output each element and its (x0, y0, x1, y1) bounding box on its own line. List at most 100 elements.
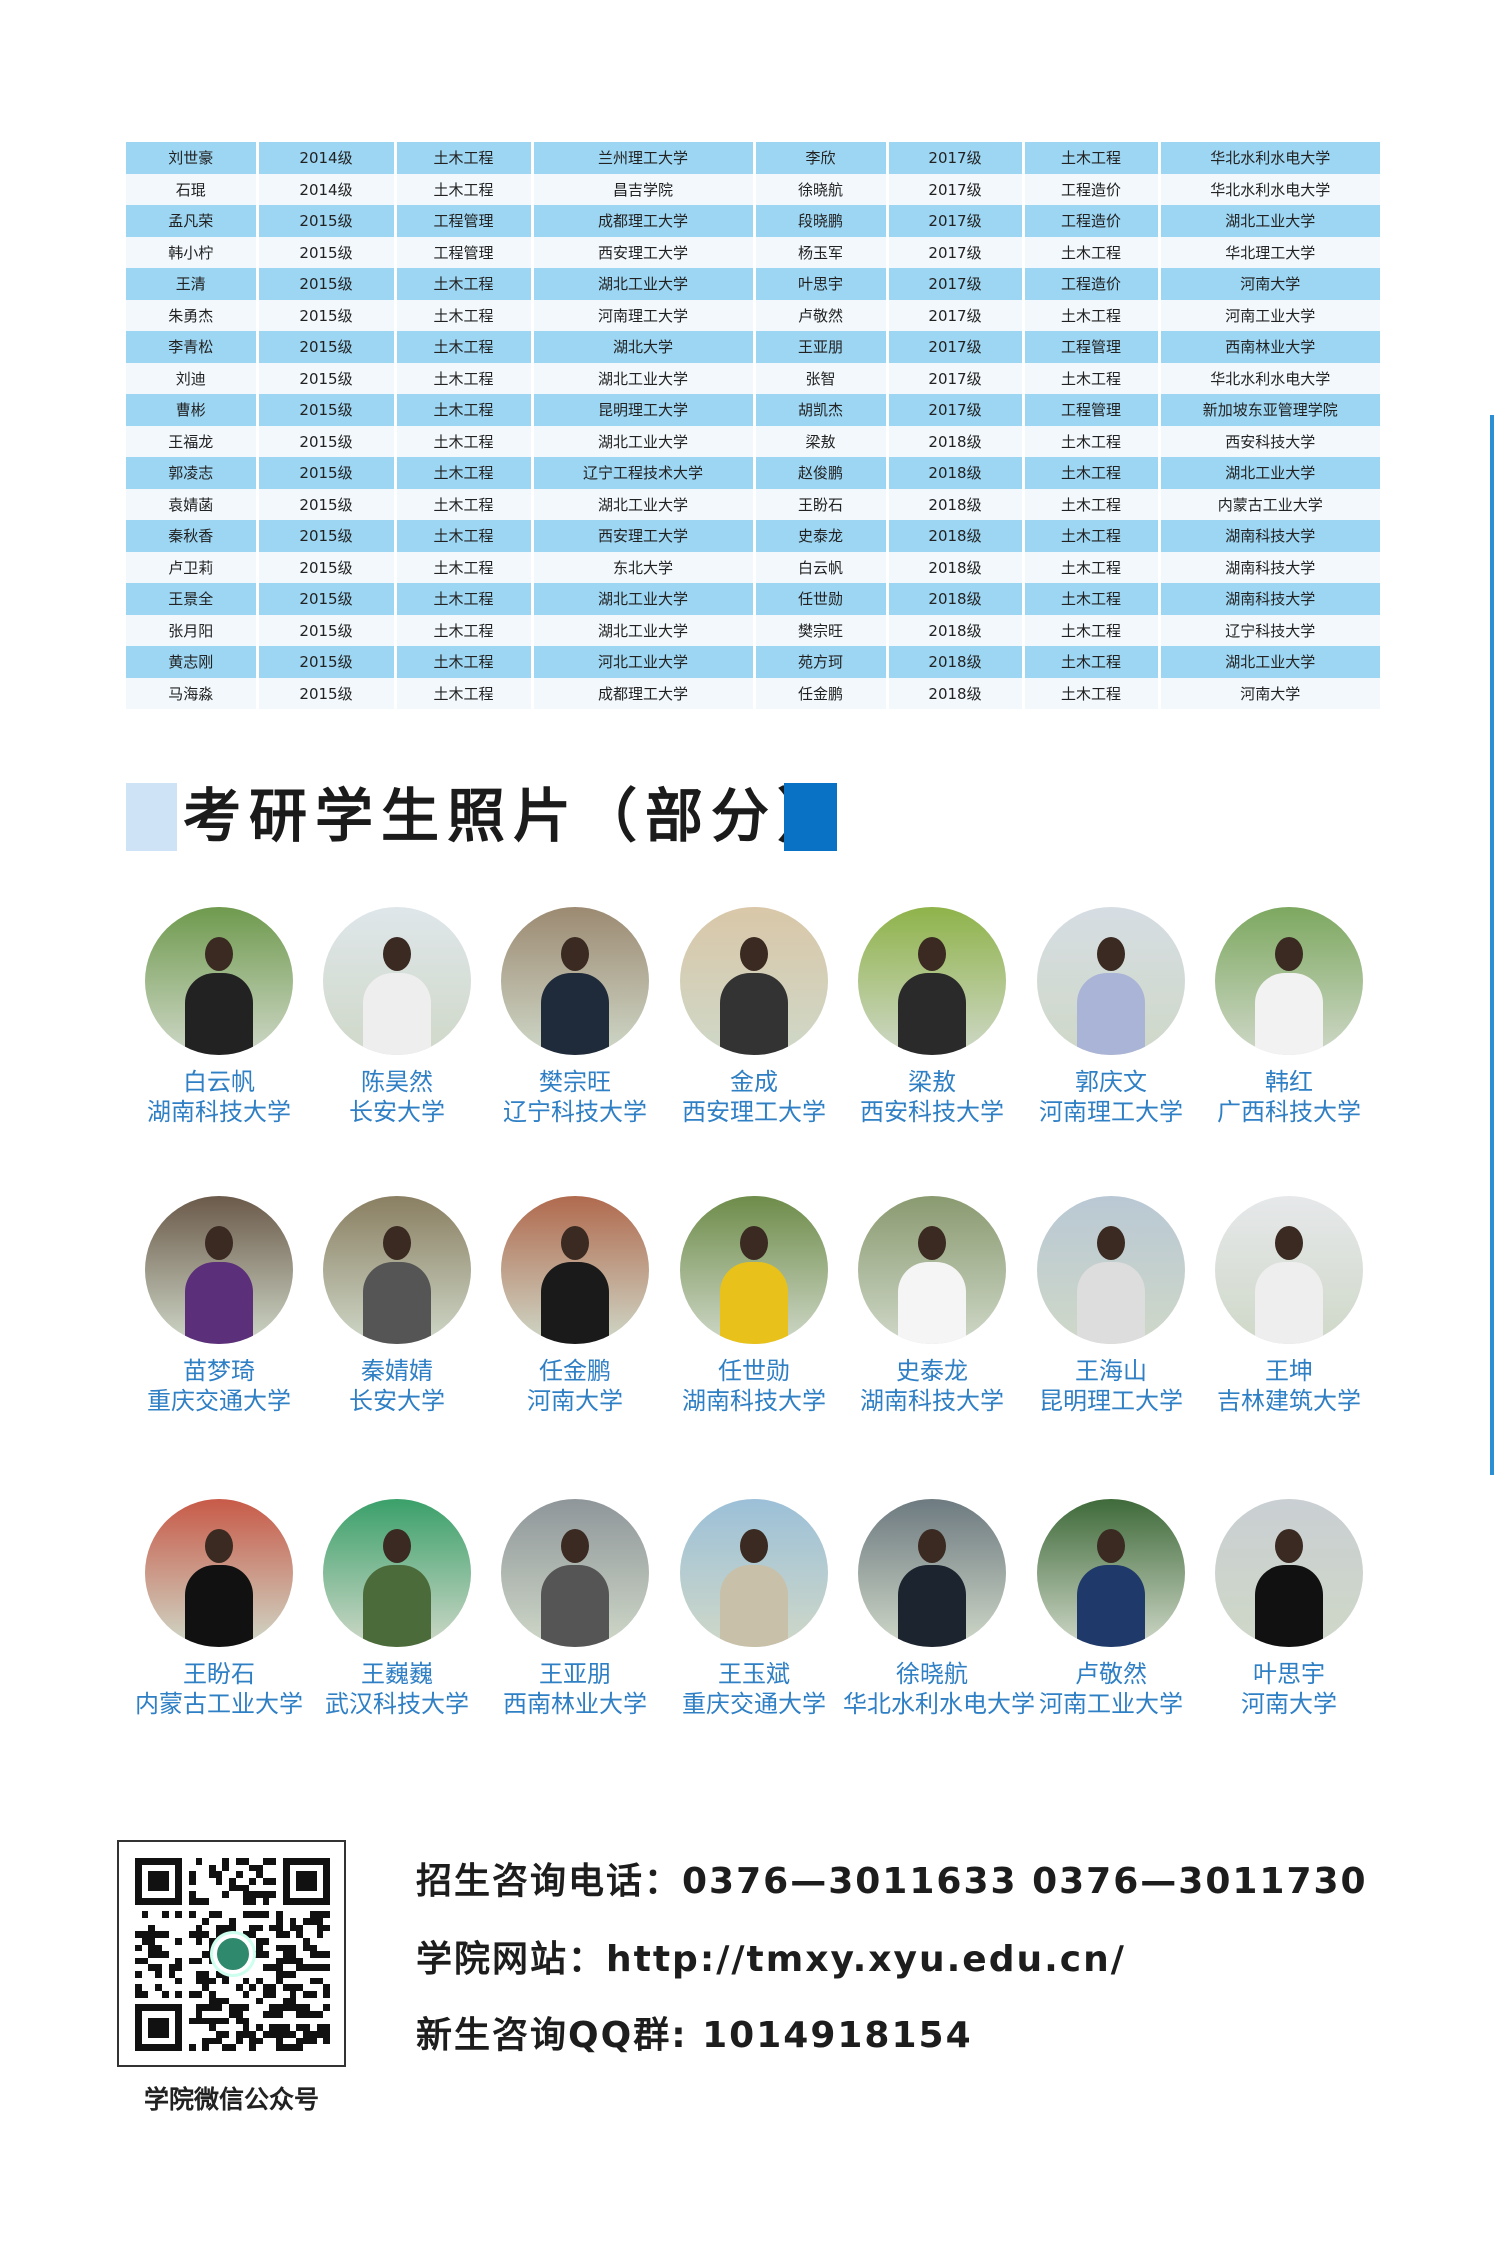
person-head-icon (1097, 1529, 1125, 1563)
table-cell: 赵俊鹏 (754, 457, 889, 489)
student-school: 长安大学 (349, 1098, 445, 1126)
table-cell: 史泰龙 (754, 520, 889, 552)
table-cell: 马海淼 (126, 677, 259, 709)
table-cell: 2018级 (887, 646, 1025, 678)
student-photo-card: 樊宗旺 辽宁科技大学 (486, 907, 664, 1127)
table-cell: 土木工程 (1023, 362, 1161, 394)
table-row: 曹彬 2015级 土木工程 昆明理工大学 胡凯杰 2017级 工程管理 新加坡东亚管理学院 (126, 394, 1380, 426)
person-head-icon (205, 1226, 233, 1260)
table-cell: 湖北工业大学 (1159, 205, 1380, 237)
table-cell: 2018级 (887, 425, 1025, 457)
table-cell: 2018级 (887, 677, 1025, 709)
student-photo (323, 1196, 471, 1344)
table-cell: 2015级 (257, 551, 397, 583)
person-body-icon (185, 973, 253, 1055)
table-cell: 2015级 (257, 299, 397, 331)
table-cell: 土木工程 (395, 551, 534, 583)
student-photo-card: 秦婧婧 长安大学 (308, 1196, 486, 1416)
student-name: 梁敖 (908, 1068, 956, 1096)
student-name: 秦婧婧 (361, 1357, 433, 1385)
student-name: 王海山 (1075, 1357, 1147, 1385)
table-cell: 2017级 (887, 362, 1025, 394)
student-school: 辽宁科技大学 (503, 1098, 647, 1126)
table-cell: 湖北工业大学 (532, 425, 756, 457)
student-name: 王巍巍 (361, 1660, 433, 1688)
person-head-icon (383, 937, 411, 971)
table-cell: 2015级 (257, 425, 397, 457)
table-cell: 土木工程 (1023, 551, 1161, 583)
table-cell: 成都理工大学 (532, 205, 756, 237)
table-cell: 土木工程 (1023, 677, 1161, 709)
table-cell: 2018级 (887, 583, 1025, 615)
table-cell: 刘迪 (126, 362, 259, 394)
college-logo-icon (213, 1934, 253, 1974)
table-cell: 西安理工大学 (532, 520, 756, 552)
student-name: 任金鹏 (539, 1357, 611, 1385)
table-cell: 西安科技大学 (1159, 425, 1380, 457)
table-cell: 湖南科技大学 (1159, 583, 1380, 615)
table-cell: 刘世豪 (126, 142, 259, 174)
page-edge (1490, 415, 1494, 1475)
table-cell: 卢卫莉 (126, 551, 259, 583)
table-cell: 湖北工业大学 (532, 614, 756, 646)
person-body-icon (898, 1565, 966, 1647)
table-cell: 郭凌志 (126, 457, 259, 489)
table-cell: 土木工程 (395, 331, 534, 363)
student-school: 长安大学 (349, 1387, 445, 1415)
table-cell: 湖南科技大学 (1159, 520, 1380, 552)
student-photo-card: 王盼石 内蒙古工业大学 (130, 1499, 308, 1719)
student-school: 湖南科技大学 (147, 1098, 291, 1126)
student-name: 任世勋 (718, 1357, 790, 1385)
table-cell: 土木工程 (395, 362, 534, 394)
table-cell: 白云帆 (754, 551, 889, 583)
person-head-icon (740, 1529, 768, 1563)
student-photo (501, 907, 649, 1055)
student-name: 卢敬然 (1075, 1660, 1147, 1688)
person-head-icon (740, 937, 768, 971)
table-cell: 兰州理工大学 (532, 142, 756, 174)
table-cell: 王盼石 (754, 488, 889, 520)
student-school: 湖南科技大学 (682, 1387, 826, 1415)
student-photo (680, 1196, 828, 1344)
table-cell: 工程管理 (395, 236, 534, 268)
table-cell: 2018级 (887, 520, 1025, 552)
wechat-qr-code (117, 1840, 346, 2067)
table-cell: 2018级 (887, 551, 1025, 583)
table-cell: 秦秋香 (126, 520, 259, 552)
student-photo (323, 1499, 471, 1647)
college-website[interactable]: 学院网站：http://tmxy.xyu.edu.cn/ (416, 1939, 1126, 1980)
student-name: 陈昊然 (361, 1068, 433, 1096)
student-name: 徐晓航 (896, 1660, 968, 1688)
table-cell: 西安理工大学 (532, 236, 756, 268)
student-school: 武汉科技大学 (325, 1690, 469, 1718)
table-row: 袁婧菡 2015级 土木工程 湖北工业大学 王盼石 2018级 土木工程 内蒙古工业大学 (126, 488, 1380, 520)
student-photo-card: 白云帆 湖南科技大学 (130, 907, 308, 1127)
table-cell: 2015级 (257, 488, 397, 520)
qq-group: 新生咨询QQ群: 1014918154 (416, 2015, 973, 2056)
person-head-icon (383, 1226, 411, 1260)
table-row: 卢卫莉 2015级 土木工程 东北大学 白云帆 2018级 土木工程 湖南科技大学 (126, 551, 1380, 583)
student-photo (1037, 907, 1185, 1055)
table-cell: 湖北工业大学 (532, 362, 756, 394)
table-row: 张月阳 2015级 土木工程 湖北工业大学 樊宗旺 2018级 土木工程 辽宁科技大学 (126, 614, 1380, 646)
table-cell: 工程造价 (1023, 205, 1161, 237)
person-head-icon (740, 1226, 768, 1260)
table-row: 石琨 2014级 土木工程 昌吉学院 徐晓航 2017级 工程造价 华北水利水电大学 (126, 173, 1380, 205)
student-photo-card: 卢敬然 河南工业大学 (1022, 1499, 1200, 1719)
student-photo-card: 任金鹏 河南大学 (486, 1196, 664, 1416)
table-cell: 2017级 (887, 173, 1025, 205)
table-cell: 湖南科技大学 (1159, 551, 1380, 583)
student-photo-card: 王巍巍 武汉科技大学 (308, 1499, 486, 1719)
person-body-icon (1255, 973, 1323, 1055)
table-cell: 2015级 (257, 331, 397, 363)
table-cell: 工程管理 (395, 205, 534, 237)
table-cell: 河南大学 (1159, 677, 1380, 709)
student-name: 王亚朋 (539, 1660, 611, 1688)
table-cell: 2015级 (257, 520, 397, 552)
student-photo-card: 王海山 昆明理工大学 (1022, 1196, 1200, 1416)
table-cell: 河南大学 (1159, 268, 1380, 300)
student-photo-card: 王玉斌 重庆交通大学 (665, 1499, 843, 1719)
person-body-icon (1255, 1262, 1323, 1344)
person-body-icon (898, 973, 966, 1055)
person-head-icon (205, 1529, 233, 1563)
